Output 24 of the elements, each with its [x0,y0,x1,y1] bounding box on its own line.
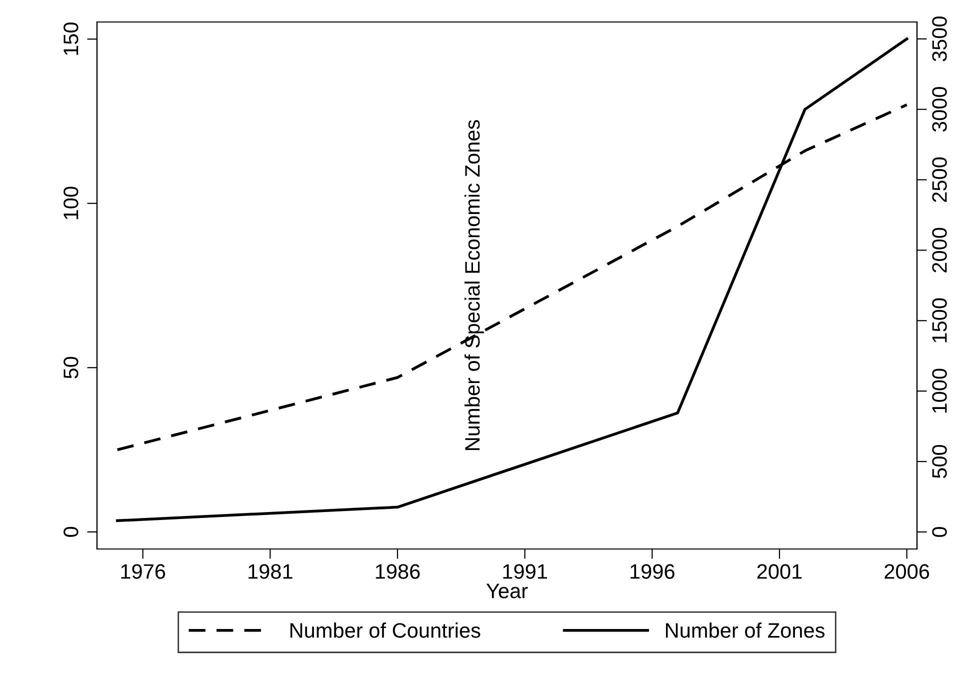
y2-tick-label: 3500 [932,16,947,62]
legend-label: Number of Zones [666,622,824,638]
annotation: Number of Special Economic Zones [464,120,484,450]
y-tick-label: 100 [64,186,78,220]
x-tick-label: 1996 [630,564,674,579]
y2-tick-label: 2500 [932,157,947,202]
x-tick-label: 1981 [248,564,292,579]
line-series [116,38,908,522]
y2-tick-label: 0 [932,526,947,537]
y2-tick-label: 500 [932,444,947,478]
x-axis-title: Year [486,584,528,598]
y2-tick-label: 1500 [932,298,947,342]
y2-tick-label: 1000 [932,368,947,413]
legend-label: Number of Countries [290,622,480,638]
y-tick-label: 0 [64,526,78,537]
y-tick-label: 50 [64,356,78,378]
y-tick-label: 150 [64,22,78,55]
x-tick-label: 1991 [503,564,547,579]
x-tick-label: 2001 [757,564,802,579]
x-tick-label: 1976 [121,564,166,579]
y2-tick-label: 2000 [932,228,947,272]
x-tick-label: 2006 [884,564,930,579]
y2-tick-label: 3000 [932,86,947,132]
x-tick-label: 1986 [376,564,420,579]
